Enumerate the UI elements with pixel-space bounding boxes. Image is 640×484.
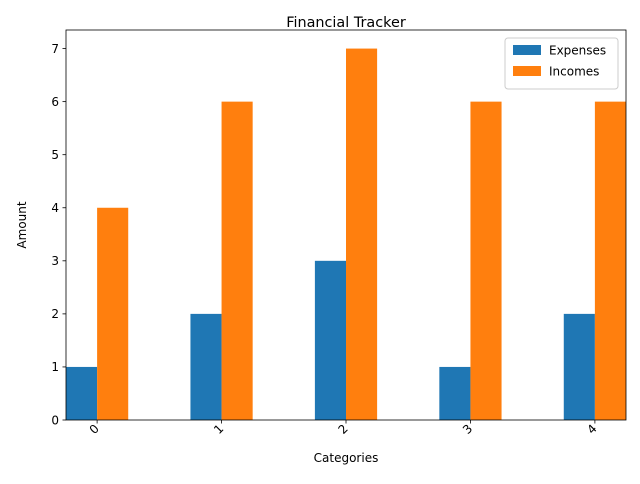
y-tick-label: 3 xyxy=(51,254,59,268)
bar-incomes-1 xyxy=(221,101,253,420)
bar-expenses-2 xyxy=(314,260,346,420)
y-tick-label: 7 xyxy=(51,42,59,56)
x-tick-label: 4 xyxy=(584,422,599,437)
x-tick-label: 1 xyxy=(211,422,226,437)
bar-incomes-2 xyxy=(346,48,378,420)
y-axis: 0 1 2 3 4 5 6 7 xyxy=(51,42,66,427)
x-axis: 0 1 2 3 4 xyxy=(87,420,600,437)
plot-bars xyxy=(66,48,626,420)
legend-label-incomes: Incomes xyxy=(549,64,599,78)
y-tick-label: 0 xyxy=(51,413,59,427)
legend-label-expenses: Expenses xyxy=(549,43,606,57)
chart-title: Financial Tracker xyxy=(286,15,406,31)
bar-incomes-3 xyxy=(470,101,502,420)
y-tick-label: 5 xyxy=(51,148,59,162)
x-tick-label: 0 xyxy=(87,422,102,437)
y-tick-label: 1 xyxy=(51,360,59,374)
bar-expenses-0 xyxy=(66,366,98,420)
bar-expenses-1 xyxy=(190,313,222,420)
bar-incomes-4 xyxy=(594,101,626,420)
bar-incomes-0 xyxy=(97,207,129,420)
legend: Expenses Incomes xyxy=(504,37,619,90)
legend-swatch-incomes xyxy=(513,66,541,76)
bar-expenses-3 xyxy=(439,366,471,420)
y-tick-label: 2 xyxy=(51,307,59,321)
legend-swatch-expenses xyxy=(513,45,541,55)
x-tick-label: 3 xyxy=(460,422,475,437)
y-axis-label: Amount xyxy=(15,201,29,248)
bar-expenses-4 xyxy=(563,313,595,420)
x-tick-label: 2 xyxy=(336,422,351,437)
y-tick-label: 6 xyxy=(51,95,59,109)
y-tick-label: 4 xyxy=(51,201,59,215)
x-axis-label: Categories xyxy=(314,451,379,465)
